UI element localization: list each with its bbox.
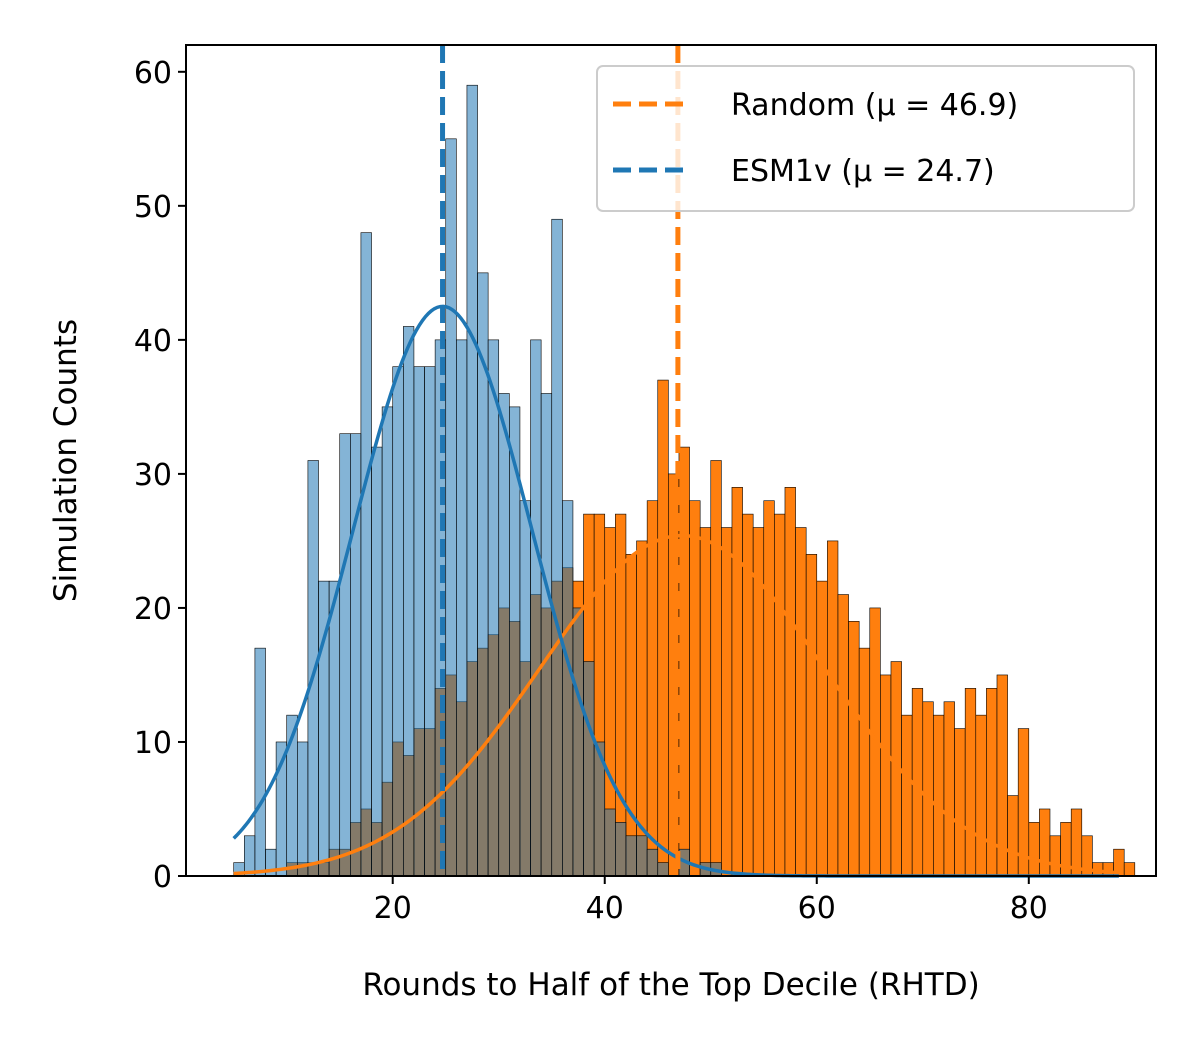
y-tick-label: 40 [134, 324, 172, 359]
random-bar [795, 527, 807, 877]
axes: 20 40 60 80 0 10 20 30 40 50 60 [134, 56, 1048, 926]
random-bar [699, 527, 712, 877]
plot-frame [185, 44, 1157, 877]
random-bar [657, 379, 669, 877]
esm1v-bar [551, 218, 563, 877]
esm1v-bar [583, 661, 595, 877]
random-bar [986, 688, 998, 877]
random-bar [975, 714, 987, 877]
esm1v-bar [498, 393, 510, 877]
random-bar [858, 647, 871, 877]
random-bar [646, 500, 659, 877]
random-bar [1039, 808, 1051, 877]
esm1v-bar [413, 366, 425, 877]
esm1v-legend-label: ESM1v (μ = 24.7) [731, 154, 995, 189]
esm1v-bar [487, 339, 500, 877]
y-tick-label: 60 [134, 56, 172, 91]
random-bar [805, 554, 818, 877]
y-tick-label: 20 [134, 592, 172, 627]
random-bar [880, 674, 892, 877]
legend-box [596, 65, 1135, 212]
random-bar [1007, 795, 1019, 877]
y-tick-label: 10 [134, 726, 172, 761]
random-bar [763, 500, 775, 877]
random-bar [774, 513, 786, 877]
random-bar [1070, 808, 1083, 877]
esm1v-bar [392, 366, 404, 877]
legend: Random (μ = 46.9) ESM1v (μ = 24.7) [596, 65, 1135, 212]
esm1v-bar [244, 835, 256, 877]
esm1v-bar [540, 393, 553, 877]
esm1v-bar [328, 580, 341, 877]
esm1v-bar [636, 835, 648, 877]
random-bar [827, 540, 839, 877]
random-bar [625, 554, 637, 877]
esm1v-bar [360, 232, 372, 877]
esm1v-bar [456, 339, 468, 877]
esm1v-bar [572, 607, 584, 877]
random-bar [689, 500, 701, 877]
random-bar [964, 688, 977, 877]
random-bar [901, 714, 913, 877]
esm1v-bar [625, 835, 637, 877]
y-axis-label: Simulation Counts [48, 319, 84, 602]
esm1v-bar [445, 138, 457, 877]
esm1v-bar [254, 647, 266, 877]
x-tick-label: 80 [1010, 891, 1048, 926]
random-bar [678, 446, 690, 877]
esm1v-bar [604, 808, 616, 877]
esm1v-bar [657, 862, 669, 877]
x-tick-label: 20 [374, 891, 412, 926]
random-bar [1123, 862, 1136, 877]
random-bar [1028, 822, 1040, 877]
random-bar [922, 701, 934, 877]
esm1v-bar [615, 822, 627, 877]
random-bar [848, 621, 860, 877]
esm1v-bar [371, 446, 383, 877]
esm1v-bar [562, 500, 574, 877]
random-bar [1049, 835, 1061, 877]
random-bar [784, 487, 796, 877]
x-axis-label: Rounds to Half of the Top Decile (RHTD) [362, 967, 979, 1003]
esm1v-bar [381, 406, 394, 877]
random-bar [816, 580, 828, 877]
random-bar [721, 527, 733, 877]
y-tick-label: 50 [134, 190, 172, 225]
esm1v-bar [339, 433, 351, 877]
random-bar [710, 460, 722, 877]
x-tick-label: 40 [586, 891, 624, 926]
random-legend-label: Random (μ = 46.9) [731, 88, 1018, 123]
random-bar [954, 728, 966, 877]
random-bar [943, 701, 955, 877]
esm1v-bar [530, 339, 542, 877]
random-bar [731, 487, 743, 877]
esm1v-bar [403, 326, 415, 877]
y-tick-label: 30 [134, 458, 172, 493]
y-tick-label: 0 [153, 860, 172, 895]
esm1v-bar [646, 848, 659, 877]
x-tick-label: 60 [798, 891, 836, 926]
random-bar [837, 594, 849, 877]
random-bar [933, 714, 945, 877]
random-kde-curve [233, 533, 1120, 876]
esm1v-bar [297, 741, 309, 877]
